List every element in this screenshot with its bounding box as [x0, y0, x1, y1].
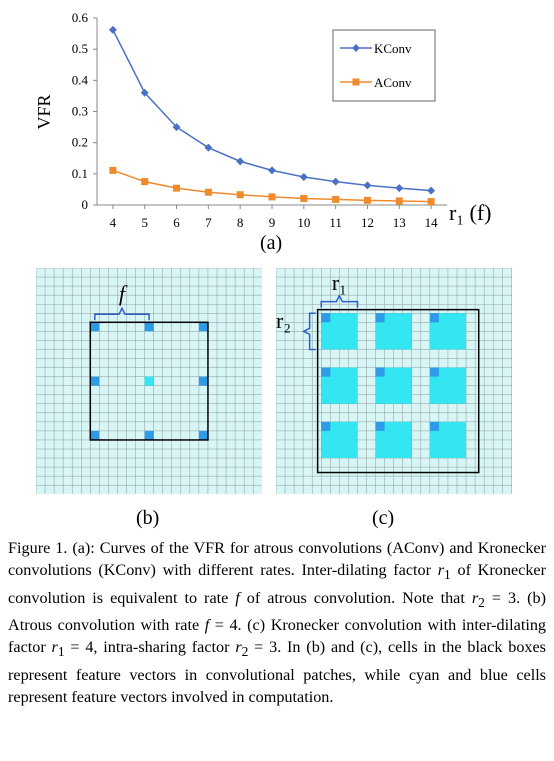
y-tick-label: 0	[82, 197, 89, 212]
kconv-point	[268, 166, 276, 175]
brace-icon	[320, 293, 359, 308]
kconv-point	[236, 157, 245, 166]
sampled-cell	[90, 322, 100, 332]
chart-axes: 0 0.1 0.2 0.3 0.4 0.5 0.6 4 5 6 7 8 9 10 11 12 13 14	[72, 10, 447, 230]
panel-a-label: (a)	[260, 232, 283, 254]
center-cell	[375, 421, 385, 431]
x-tick-label: 5	[141, 215, 148, 230]
chart-series	[108, 25, 436, 206]
y-tick-label: 0.1	[72, 166, 88, 181]
center-cell	[429, 421, 439, 431]
kconv-point	[299, 172, 308, 181]
aconv-point	[109, 166, 117, 174]
sampled-cell	[144, 430, 154, 440]
aconv-point	[268, 193, 276, 201]
y-tick-label: 0.2	[72, 135, 88, 150]
kronecker-grid: r₁ r₂	[276, 268, 512, 494]
x-tick-label: 9	[269, 215, 276, 230]
aconv-point	[363, 196, 371, 204]
center-cell	[429, 367, 439, 377]
x-tick-label: 8	[237, 215, 244, 230]
y-tick-label: 0.5	[72, 41, 88, 56]
conv-patch-box	[89, 321, 209, 441]
aconv-point	[427, 198, 435, 206]
sampled-cell	[90, 376, 100, 386]
x-tick-label: 12	[361, 215, 374, 230]
sampled-cell	[144, 376, 154, 386]
chart-legend: KConv AConv	[332, 29, 436, 102]
y-axis-label: VFR	[34, 94, 54, 129]
sampled-cell	[198, 376, 208, 386]
aconv-legend-marker	[352, 78, 360, 86]
x-tick-label: 13	[393, 215, 406, 230]
y-tick-label: 0.3	[72, 104, 88, 119]
sampled-cell	[198, 430, 208, 440]
kconv-point	[427, 186, 436, 195]
kconv-legend-label: KConv	[374, 41, 412, 56]
center-cell	[321, 367, 331, 377]
r2-label: r₂	[276, 308, 291, 333]
kconv-point	[363, 181, 372, 190]
center-cell	[429, 313, 439, 323]
kconv-legend-marker	[352, 44, 360, 52]
aconv-point	[173, 184, 181, 192]
aconv-point	[204, 188, 212, 196]
center-cell	[375, 313, 385, 323]
aconv-point	[300, 194, 308, 202]
y-tick-label: 0.4	[72, 72, 89, 87]
panel-c-label: (c)	[372, 507, 395, 529]
conv-patch-box	[316, 308, 480, 474]
brace-icon	[94, 306, 150, 321]
x-tick-label: 10	[297, 215, 310, 230]
x-tick-label: 11	[329, 215, 342, 230]
figure-caption: Figure 1. (a): Curves of the VFR for atr…	[8, 539, 547, 706]
aconv-point	[395, 197, 403, 205]
kconv-point	[204, 143, 213, 152]
sampled-cell	[90, 430, 100, 440]
x-tick-label: 14	[425, 215, 439, 230]
aconv-point	[141, 178, 149, 186]
legend-box	[332, 29, 436, 102]
x-axis-label: r₁ (f)	[449, 200, 491, 225]
x-tick-label: 7	[205, 215, 212, 230]
y-tick-label: 0.6	[72, 10, 89, 25]
kconv-point	[331, 177, 340, 186]
r1-label: r₁	[332, 270, 347, 295]
sampled-cell	[198, 322, 208, 332]
aconv-point	[236, 191, 244, 199]
panel-b-label: (b)	[136, 507, 160, 529]
center-cell	[321, 421, 331, 431]
atrous-grid: f	[36, 268, 262, 494]
kconv-point	[172, 123, 181, 132]
kconv-point	[108, 25, 117, 34]
kconv-point	[140, 88, 149, 97]
aconv-point	[332, 195, 340, 203]
x-tick-label: 6	[173, 215, 180, 230]
x-tick-label: 4	[110, 215, 117, 230]
sampled-cell	[144, 322, 154, 332]
brace-icon	[301, 312, 316, 351]
aconv-legend-label: AConv	[374, 75, 412, 90]
rate-f-label: f	[119, 281, 128, 306]
center-cell	[321, 313, 331, 323]
kconv-point	[395, 184, 404, 193]
center-cell	[375, 367, 385, 377]
vfr-line-chart: 0 0.1 0.2 0.3 0.4 0.5 0.6 4 5 6 7 8 9 10 11 12 13 14 KCon…	[34, 10, 491, 230]
